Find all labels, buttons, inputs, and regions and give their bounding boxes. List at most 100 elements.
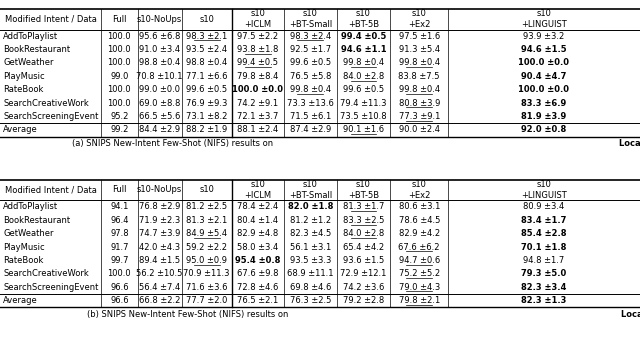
Text: 100.0: 100.0 xyxy=(108,32,131,41)
Text: 100.0 ±0.0: 100.0 ±0.0 xyxy=(518,58,570,68)
Text: 99.8 ±0.4: 99.8 ±0.4 xyxy=(343,58,384,68)
Text: 83.3 ±2.5: 83.3 ±2.5 xyxy=(343,216,384,225)
Text: 74.7 ±3.9: 74.7 ±3.9 xyxy=(139,229,180,238)
Text: s10: s10 xyxy=(199,15,214,24)
Text: 96.6: 96.6 xyxy=(110,283,129,292)
Text: Modified Intent / Data: Modified Intent / Data xyxy=(4,186,97,194)
Text: s10-NoUps: s10-NoUps xyxy=(137,186,182,194)
Text: 81.2 ±1.2: 81.2 ±1.2 xyxy=(290,216,331,225)
Text: PlayMusic: PlayMusic xyxy=(3,72,45,81)
Text: 76.3 ±2.5: 76.3 ±2.5 xyxy=(290,296,331,305)
Text: 100.0: 100.0 xyxy=(108,269,131,278)
Text: 96.6: 96.6 xyxy=(110,296,129,305)
Text: 94.6 ±1.1: 94.6 ±1.1 xyxy=(340,45,387,54)
Text: 72.8 ±4.6: 72.8 ±4.6 xyxy=(237,283,278,292)
Text: 97.8: 97.8 xyxy=(110,229,129,238)
Text: Full: Full xyxy=(112,15,127,24)
Text: 81.3 ±1.7: 81.3 ±1.7 xyxy=(343,202,384,212)
Text: 73.3 ±13.6: 73.3 ±13.6 xyxy=(287,99,334,108)
Text: RateBook: RateBook xyxy=(3,256,44,265)
Text: 78.4 ±2.4: 78.4 ±2.4 xyxy=(237,202,278,212)
Text: 99.6 ±0.5: 99.6 ±0.5 xyxy=(290,58,331,68)
Text: 99.7: 99.7 xyxy=(110,256,129,265)
Text: RateBook: RateBook xyxy=(3,85,44,94)
Text: 74.2 ±3.6: 74.2 ±3.6 xyxy=(343,283,384,292)
Text: 84.4 ±2.9: 84.4 ±2.9 xyxy=(139,125,180,134)
Text: 85.4 ±2.8: 85.4 ±2.8 xyxy=(521,229,567,238)
Text: s10: s10 xyxy=(199,186,214,194)
Text: 97.5 ±2.2: 97.5 ±2.2 xyxy=(237,32,278,41)
Text: s10
+ICLM: s10 +ICLM xyxy=(244,9,271,29)
Text: 59.2 ±2.2: 59.2 ±2.2 xyxy=(186,243,227,252)
Text: 72.1 ±3.7: 72.1 ±3.7 xyxy=(237,112,278,121)
Text: 94.7 ±0.6: 94.7 ±0.6 xyxy=(399,256,440,265)
Text: (b) SNIPS New-Intent Few-Shot (NIFS) results on: (b) SNIPS New-Intent Few-Shot (NIFS) res… xyxy=(86,310,291,319)
Text: AddToPlaylist: AddToPlaylist xyxy=(3,202,58,212)
Text: s10
+Ex2: s10 +Ex2 xyxy=(408,180,430,200)
Text: GetWeather: GetWeather xyxy=(3,58,54,68)
Text: 71.6 ±3.6: 71.6 ±3.6 xyxy=(186,283,227,292)
Text: s10
+BT-Small: s10 +BT-Small xyxy=(289,9,332,29)
Text: SearchScreeningEvent: SearchScreeningEvent xyxy=(3,112,99,121)
Text: 99.6 ±0.5: 99.6 ±0.5 xyxy=(186,85,227,94)
Text: Local Intent Recall: Local Intent Recall xyxy=(619,139,640,148)
Text: 94.1: 94.1 xyxy=(110,202,129,212)
Text: 67.6 ±9.8: 67.6 ±9.8 xyxy=(237,269,278,278)
Text: 95.0 ±0.9: 95.0 ±0.9 xyxy=(186,256,227,265)
Text: 100.0: 100.0 xyxy=(108,45,131,54)
Text: SearchCreativeWork: SearchCreativeWork xyxy=(3,269,89,278)
Text: 77.3 ±9.1: 77.3 ±9.1 xyxy=(399,112,440,121)
Text: 99.2: 99.2 xyxy=(110,125,129,134)
Text: 90.4 ±4.7: 90.4 ±4.7 xyxy=(522,72,566,81)
Text: 90.1 ±1.6: 90.1 ±1.6 xyxy=(343,125,384,134)
Text: 99.4 ±0.5: 99.4 ±0.5 xyxy=(237,58,278,68)
Text: 99.8 ±0.4: 99.8 ±0.4 xyxy=(290,85,331,94)
Text: 91.3 ±5.4: 91.3 ±5.4 xyxy=(399,45,440,54)
Text: 80.8 ±3.9: 80.8 ±3.9 xyxy=(399,99,440,108)
Text: 77.1 ±6.6: 77.1 ±6.6 xyxy=(186,72,227,81)
Text: 66.8 ±2.2: 66.8 ±2.2 xyxy=(139,296,180,305)
Text: 68.9 ±11.1: 68.9 ±11.1 xyxy=(287,269,333,278)
Text: 83.4 ±1.7: 83.4 ±1.7 xyxy=(522,216,566,225)
Text: 72.9 ±12.1: 72.9 ±12.1 xyxy=(340,269,387,278)
Text: 96.4: 96.4 xyxy=(110,216,129,225)
Text: 84.0 ±2.8: 84.0 ±2.8 xyxy=(343,229,384,238)
Text: 74.2 ±9.1: 74.2 ±9.1 xyxy=(237,99,278,108)
Text: 99.0 ±0.0: 99.0 ±0.0 xyxy=(139,85,180,94)
Text: 98.3 ±2.4: 98.3 ±2.4 xyxy=(290,32,331,41)
Text: 67.6 ±6.2: 67.6 ±6.2 xyxy=(399,243,440,252)
Text: 82.3 ±3.4: 82.3 ±3.4 xyxy=(522,283,566,292)
Text: 79.8 ±2.1: 79.8 ±2.1 xyxy=(399,296,440,305)
Text: 80.6 ±3.1: 80.6 ±3.1 xyxy=(399,202,440,212)
Text: 98.8 ±0.4: 98.8 ±0.4 xyxy=(139,58,180,68)
Text: 70.9 ±11.3: 70.9 ±11.3 xyxy=(184,269,230,278)
Text: 99.6 ±0.5: 99.6 ±0.5 xyxy=(343,85,384,94)
Text: s10
+LINGUIST: s10 +LINGUIST xyxy=(521,9,567,29)
Text: 79.4 ±11.3: 79.4 ±11.3 xyxy=(340,99,387,108)
Text: 83.8 ±7.5: 83.8 ±7.5 xyxy=(399,72,440,81)
Text: 73.1 ±8.2: 73.1 ±8.2 xyxy=(186,112,227,121)
Text: 76.8 ±2.9: 76.8 ±2.9 xyxy=(139,202,180,212)
Text: 76.9 ±9.3: 76.9 ±9.3 xyxy=(186,99,227,108)
Text: 100.0 ±0.0: 100.0 ±0.0 xyxy=(518,85,570,94)
Text: 99.0: 99.0 xyxy=(110,72,129,81)
Text: 94.6 ±1.5: 94.6 ±1.5 xyxy=(521,45,567,54)
Text: 82.9 ±4.8: 82.9 ±4.8 xyxy=(237,229,278,238)
Text: 91.0 ±3.4: 91.0 ±3.4 xyxy=(139,45,180,54)
Text: 79.0 ±4.3: 79.0 ±4.3 xyxy=(399,283,440,292)
Text: 79.8 ±8.4: 79.8 ±8.4 xyxy=(237,72,278,81)
Text: 93.5 ±3.3: 93.5 ±3.3 xyxy=(290,256,331,265)
Text: 87.4 ±2.9: 87.4 ±2.9 xyxy=(290,125,331,134)
Text: s10
+BT-Small: s10 +BT-Small xyxy=(289,180,332,200)
Text: 94.8 ±1.7: 94.8 ±1.7 xyxy=(524,256,564,265)
Text: Average: Average xyxy=(3,125,38,134)
Text: 92.5 ±1.7: 92.5 ±1.7 xyxy=(290,45,331,54)
Text: 100.0 ±0.0: 100.0 ±0.0 xyxy=(232,85,284,94)
Text: 93.8 ±1.8: 93.8 ±1.8 xyxy=(237,45,278,54)
Text: s10
+LINGUIST: s10 +LINGUIST xyxy=(521,180,567,200)
Text: 82.3 ±1.3: 82.3 ±1.3 xyxy=(522,296,566,305)
Text: 91.7: 91.7 xyxy=(110,243,129,252)
Text: (a) SNIPS New-Intent Few-Shot (NIFS) results on: (a) SNIPS New-Intent Few-Shot (NIFS) res… xyxy=(72,139,276,148)
Text: 76.5 ±2.1: 76.5 ±2.1 xyxy=(237,296,278,305)
Text: 81.3 ±2.1: 81.3 ±2.1 xyxy=(186,216,227,225)
